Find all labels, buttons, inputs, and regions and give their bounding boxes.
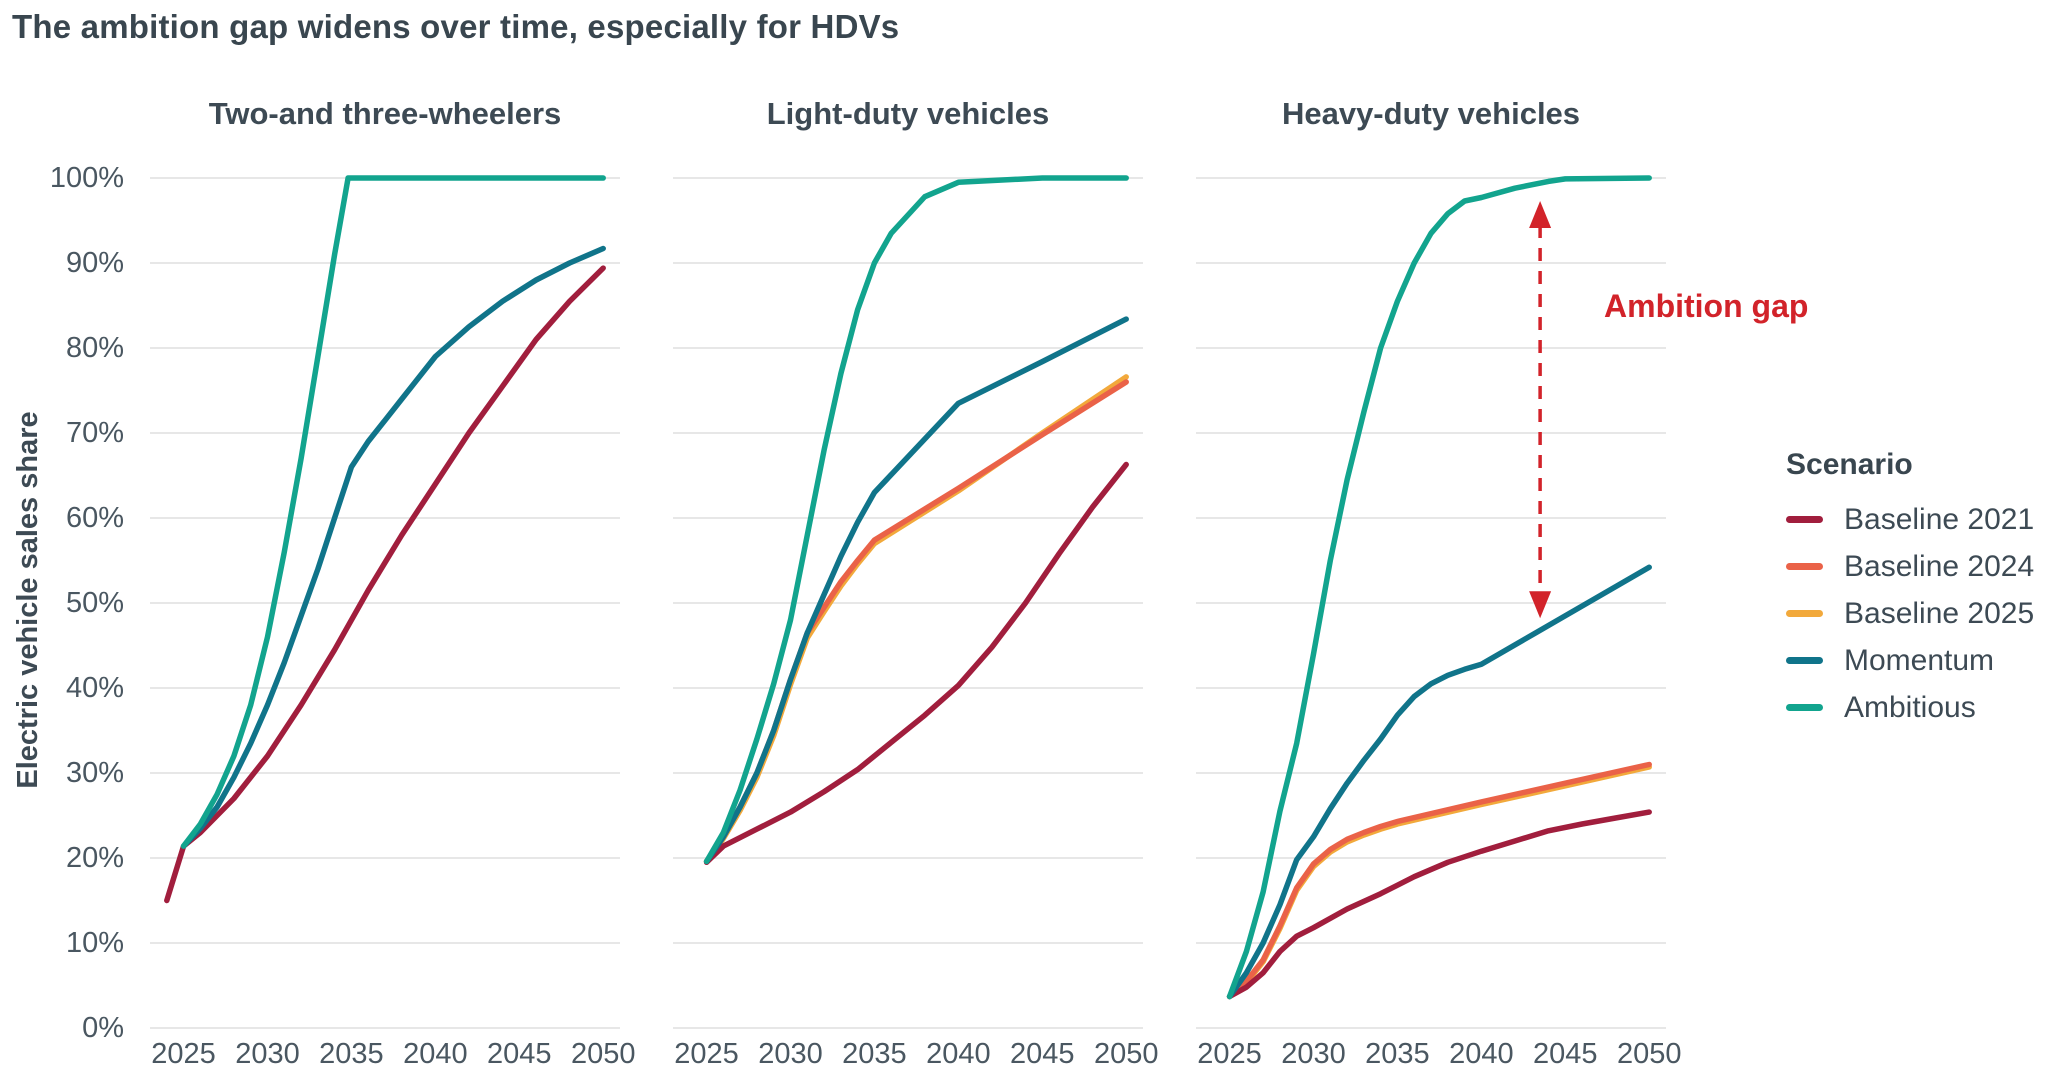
x-tick-label: 2040 [1449,1038,1514,1070]
panel-title-light-duty-vehicles: Light-duty vehicles [766,96,1050,131]
legend-swatch-momentum [1786,657,1823,664]
y-tick-label: 80% [65,332,124,364]
legend-item-baseline-2024: Baseline 2024 [1786,549,2035,583]
x-tick-label: 2030 [1281,1038,1346,1070]
y-tick-label: 40% [65,672,124,704]
x-tick-label: 2050 [570,1038,636,1070]
legend-item-label: Baseline 2025 [1844,596,2035,630]
x-tick-label: 2040 [926,1038,991,1070]
x-tick-label: 2030 [758,1038,823,1070]
line-momentum [180,245,606,849]
x-tick-label: 2040 [403,1038,468,1070]
x-tick-label: 2030 [235,1038,300,1070]
legend-items: Baseline 2021 Baseline 2024 Baseline 2025 M… [1786,502,2035,724]
legend-swatch-baseline-2025 [1786,610,1823,617]
y-tick-label: 30% [65,757,124,789]
line-baseline-2021 [1226,809,1652,1000]
legend-item-label: Momentum [1844,643,1995,677]
y-tick-label: 20% [65,842,124,874]
legend-item-label: Ambitious [1844,690,1976,724]
x-tick-label: 2045 [487,1038,552,1070]
line-ambitious [180,175,606,849]
x-tick-label: 2025 [1197,1038,1262,1070]
line-baseline-2024 [1226,761,1652,1000]
legend-item-momentum: Momentum [1786,643,2034,677]
line-baseline-2024 [703,379,1129,865]
chart-panel-heavy-duty-vehicles [1196,175,1666,1029]
line-baseline-2021 [703,461,1129,866]
line-ambitious [703,175,1129,865]
ambition-gap-arrowhead-down [1529,591,1552,619]
chart-panel-two-and-three-wheelers [150,175,620,1029]
y-tick-label: 10% [65,927,124,959]
ambition-gap-label: Ambition gap [1604,288,1809,324]
line-momentum [1226,564,1652,1000]
x-tick-label: 2045 [1533,1038,1598,1070]
x-tick-label: 2025 [151,1038,216,1070]
x-tick-label: 2050 [1093,1038,1159,1070]
x-tick-label: 2035 [842,1038,907,1070]
legend-item-label: Baseline 2024 [1844,549,2035,583]
legend-swatch-baseline-2021 [1786,516,1823,523]
ambition-gap-arrowhead-up [1529,200,1552,228]
legend: Scenario Baseline 2021 Baseline 2024 Basel… [1786,448,2034,739]
x-tick-label: 2045 [1010,1038,1075,1070]
legend-swatch-ambitious [1786,704,1823,711]
y-tick-label: 70% [65,417,124,449]
x-tick-label: 2025 [674,1038,739,1070]
legend-swatch-baseline-2024 [1786,563,1823,570]
x-tick-label: 2035 [1365,1038,1430,1070]
line-ambitious [1226,175,1652,1000]
y-tick-label: 0% [82,1012,124,1044]
x-tick-label: 2035 [319,1038,384,1070]
chart-panel-light-duty-vehicles [673,175,1143,1029]
panel-title-two-and-three-wheelers: Two-and three-wheelers [208,96,562,131]
line-baseline-2021 [164,265,606,904]
x-tick-label: 2050 [1616,1038,1682,1070]
legend-item-baseline-2021: Baseline 2021 [1786,502,2035,536]
line-baseline-2025 [1226,764,1652,1000]
y-tick-label: 60% [65,502,124,534]
legend-title: Scenario [1786,448,1913,481]
y-tick-label: 50% [65,587,124,619]
legend-item-label: Baseline 2021 [1844,502,2035,536]
line-momentum [703,316,1129,865]
legend-item-ambitious: Ambitious [1786,690,2034,724]
page-title: The ambition gap widens over time, espec… [12,8,900,45]
y-tick-label: 90% [65,247,124,279]
panel-title-heavy-duty-vehicles: Heavy-duty vehicles [1281,96,1581,131]
legend-item-baseline-2025: Baseline 2025 [1786,596,2035,630]
y-tick-label: 100% [49,162,124,194]
